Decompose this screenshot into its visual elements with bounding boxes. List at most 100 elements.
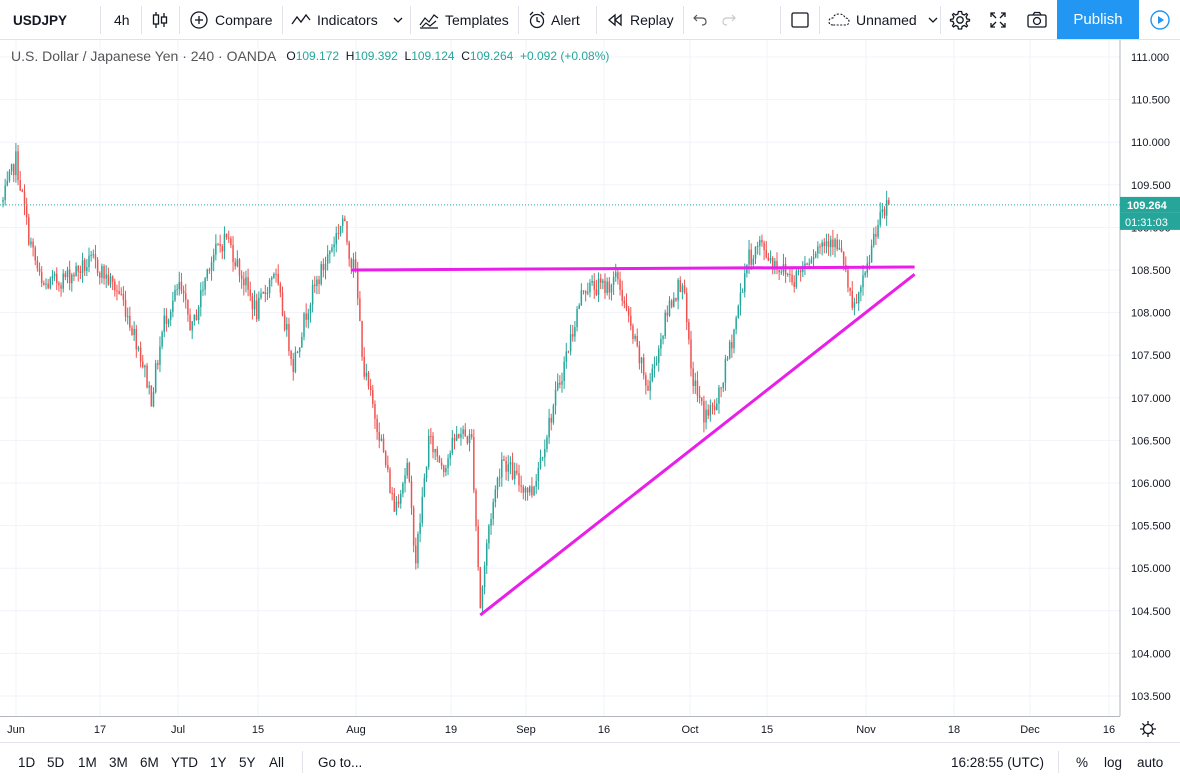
candle-body (645, 375, 647, 386)
range-button-3m[interactable]: 3M (109, 754, 128, 770)
candle (49, 276, 52, 290)
utc-clock[interactable]: 16:28:55 (UTC) (951, 743, 1044, 781)
symbol-search-button[interactable]: USDJPY (13, 0, 67, 40)
candle (447, 454, 449, 476)
candle-body (490, 518, 492, 526)
candle (294, 346, 297, 374)
time-tick-label: 17 (94, 724, 106, 736)
range-button-5y[interactable]: 5Y (239, 754, 256, 770)
candle (440, 458, 443, 470)
candle (176, 283, 178, 296)
candle (610, 283, 613, 301)
candle (120, 287, 122, 296)
candle (99, 271, 101, 285)
candle-body (365, 372, 368, 377)
candle-body (423, 477, 426, 497)
candle (240, 270, 243, 289)
close-label: C (461, 49, 470, 63)
candle (262, 291, 264, 294)
auto-toggle[interactable]: auto (1137, 743, 1163, 781)
range-button-5d[interactable]: 5D (47, 754, 65, 770)
range-button-1m[interactable]: 1M (78, 754, 97, 770)
clock-label: 16:28:55 (UTC) (951, 754, 1045, 770)
candle-body (804, 263, 806, 266)
indicators-button[interactable]: Indicators (290, 0, 378, 40)
fullscreen-button[interactable] (988, 0, 1008, 40)
candle (359, 291, 361, 322)
present-button[interactable] (1140, 0, 1180, 39)
range-button-ytd[interactable]: YTD (171, 754, 198, 770)
undo-button[interactable] (691, 0, 709, 40)
candle (305, 303, 307, 328)
log-toggle[interactable]: log (1104, 743, 1122, 781)
candle (253, 290, 256, 317)
candle-body (769, 258, 772, 261)
candle-body (120, 293, 122, 295)
candle-body (756, 245, 759, 247)
candle (114, 278, 116, 297)
candle (118, 280, 120, 295)
range-button-1y[interactable]: 1Y (210, 754, 227, 770)
layout-name-button[interactable]: Unnamed (827, 0, 939, 40)
candle-body (419, 523, 421, 534)
candle (578, 303, 580, 310)
candle-body (309, 304, 312, 314)
candle-body (608, 281, 611, 293)
price-chart[interactable]: 111.000110.500110.000109.500109.000108.5… (0, 40, 1180, 742)
time-tick-label: Sep (516, 724, 536, 736)
price-tick-label: 106.000 (1131, 478, 1171, 490)
candle-body (784, 264, 787, 275)
candle (298, 347, 301, 358)
price-tick-label: 103.500 (1131, 691, 1171, 703)
chart-style-button[interactable] (150, 0, 170, 40)
replay-button[interactable]: Replay (606, 0, 674, 40)
candle (767, 252, 770, 262)
candle-body (537, 468, 540, 481)
candle (445, 464, 447, 477)
settings-button[interactable] (949, 0, 971, 40)
range-button-1d[interactable]: 1D (18, 754, 36, 770)
toolbar-divider (302, 751, 303, 773)
indicators-dropdown[interactable] (392, 0, 404, 40)
candle (836, 233, 838, 252)
candle-body (40, 272, 43, 283)
candle (733, 328, 735, 354)
candle (505, 456, 507, 481)
candle (245, 270, 247, 293)
candle (711, 402, 714, 415)
range-button-all[interactable]: All (269, 754, 285, 770)
alert-button[interactable]: Alert (527, 0, 580, 40)
candle-body (838, 248, 841, 250)
candle (365, 363, 368, 381)
candle (776, 252, 778, 275)
select-layout-button[interactable] (790, 0, 810, 40)
interval-button[interactable]: 4h (114, 0, 130, 40)
candle-body (765, 250, 767, 258)
price-axis-settings-button[interactable] (1140, 721, 1156, 737)
snapshot-button[interactable] (1026, 0, 1048, 40)
candle (870, 239, 873, 263)
candle (163, 307, 165, 338)
compare-button[interactable]: Compare (189, 0, 273, 40)
candle-body (47, 283, 49, 289)
candle-body (436, 448, 439, 457)
percent-label: % (1076, 754, 1089, 770)
candle (498, 468, 501, 487)
candle (266, 287, 269, 301)
percent-toggle[interactable]: % (1076, 743, 1088, 781)
candle (19, 171, 21, 192)
candle-body (711, 405, 714, 407)
candle (249, 281, 251, 301)
goto-button[interactable]: Go to... (318, 743, 362, 781)
settings-small-icon (1140, 721, 1156, 737)
candle (290, 349, 292, 366)
candle (535, 474, 537, 495)
goto-label: Go to... (318, 754, 363, 770)
price-tick-label: 104.000 (1131, 648, 1171, 660)
candle-body (713, 406, 716, 410)
templates-button[interactable]: Templates (418, 0, 509, 40)
range-button-6m[interactable]: 6M (140, 754, 159, 770)
redo-button[interactable] (720, 0, 738, 40)
publish-button[interactable]: Publish (1057, 0, 1139, 39)
candle-body (847, 270, 849, 288)
